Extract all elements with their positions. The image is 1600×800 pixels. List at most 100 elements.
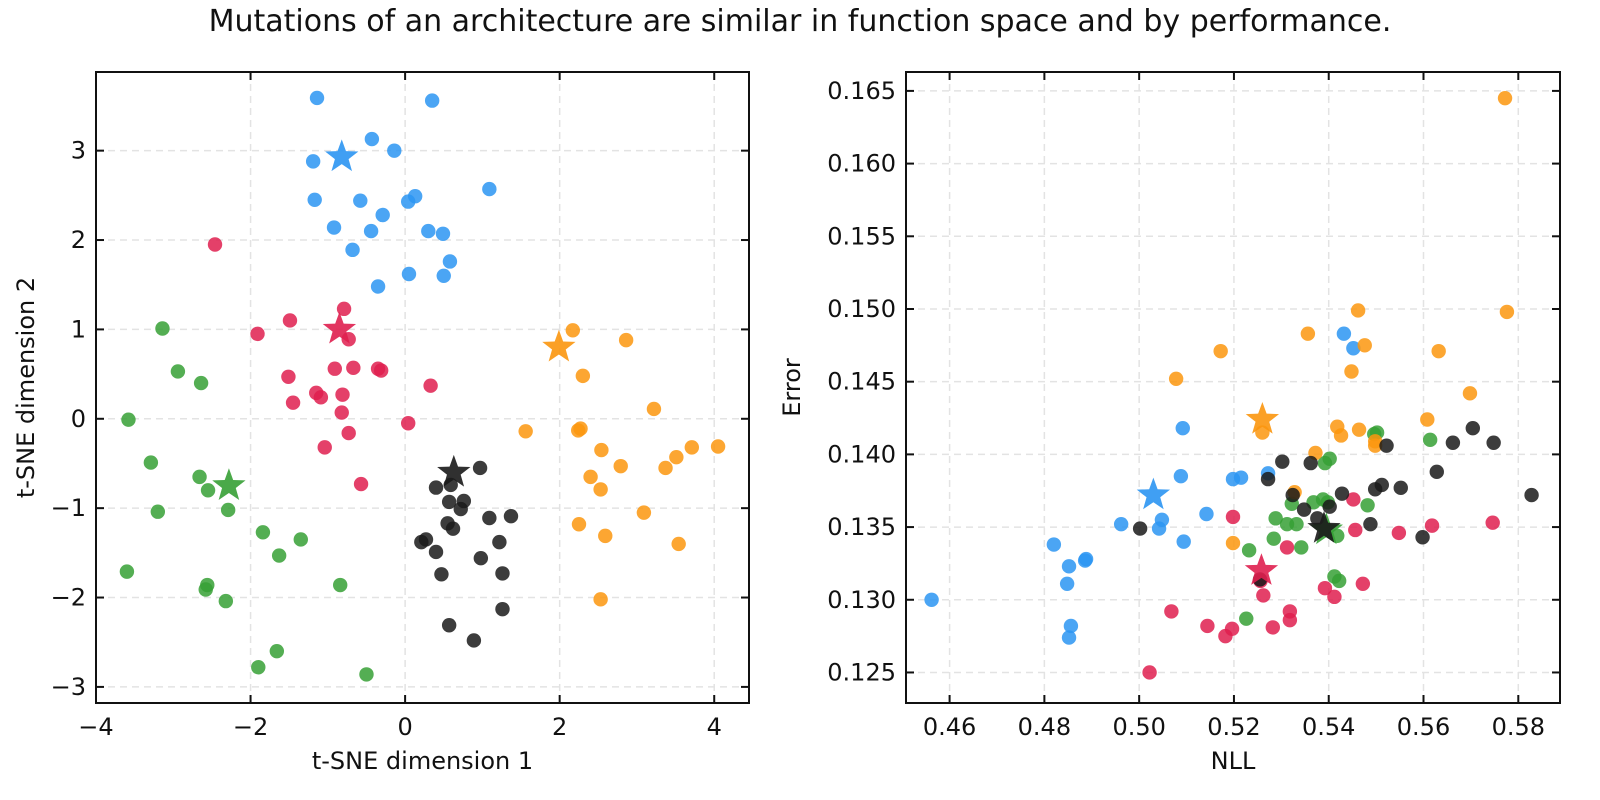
data-point-red — [1346, 492, 1361, 507]
data-point-orange — [1213, 343, 1228, 359]
data-point-black — [1429, 464, 1444, 480]
data-point-black — [445, 521, 461, 536]
data-point-red — [1391, 525, 1407, 541]
data-point-blue — [364, 131, 380, 147]
data-point-green — [119, 564, 135, 579]
data-point-orange — [593, 482, 608, 497]
data-point-red — [346, 360, 361, 376]
data-point-orange — [1225, 535, 1241, 551]
nll-x-axis-label: NLL — [1211, 747, 1256, 775]
data-point-red — [401, 416, 416, 431]
y-tick-label: 0.130 — [827, 586, 896, 614]
data-point-black — [492, 534, 507, 550]
data-point-orange — [684, 440, 700, 455]
y-tick-label: 2 — [71, 226, 86, 254]
figure-title: Mutations of an architecture are similar… — [209, 4, 1392, 39]
data-point-red — [282, 313, 298, 328]
data-point-red — [1279, 540, 1295, 555]
data-point-black — [428, 544, 444, 560]
data-point-orange — [583, 469, 598, 485]
data-point-green — [218, 593, 234, 609]
data-point-black — [434, 567, 449, 582]
data-point-blue — [375, 207, 390, 223]
y-tick-label: 0.150 — [827, 295, 896, 323]
data-point-blue — [436, 268, 451, 283]
tsne-scatter-plot: −4 −2 0 2 4 −3 −2 −1 0 1 2 3 t-SNE dimension 1 t-SN… — [12, 71, 750, 775]
data-point-black — [441, 494, 457, 510]
data-point-blue — [1154, 512, 1170, 528]
data-point-red — [285, 395, 301, 410]
data-point-red — [1348, 522, 1363, 538]
tsne-points — [119, 90, 726, 682]
data-point-orange — [1344, 364, 1359, 379]
data-point-black — [1363, 516, 1378, 532]
data-point-black — [418, 532, 434, 547]
y-tick-label: 0.165 — [827, 77, 896, 105]
data-point-black — [1334, 486, 1350, 501]
y-tick-label: 0.140 — [827, 440, 896, 468]
y-tick-label: 0.135 — [827, 513, 896, 541]
data-point-green — [269, 643, 285, 659]
data-point-blue — [424, 93, 440, 108]
data-point-black — [1374, 477, 1390, 493]
data-point-black — [1275, 454, 1290, 469]
data-point-green — [200, 483, 216, 498]
y-tick-label: 0.145 — [827, 368, 896, 396]
data-point-orange — [575, 368, 591, 384]
data-point-blue — [305, 154, 321, 169]
data-point-orange — [710, 439, 726, 454]
data-point-green — [359, 667, 374, 682]
data-point-green — [121, 412, 136, 427]
y-tick-label: 0 — [71, 405, 86, 433]
data-point-blue — [370, 279, 386, 294]
data-point-black — [1322, 499, 1337, 514]
data-point-green — [1239, 611, 1254, 626]
data-point-orange — [1420, 412, 1435, 427]
data-point-black — [1296, 502, 1312, 517]
data-point-orange — [636, 505, 652, 520]
star-marker-blue — [325, 139, 359, 172]
data-point-blue — [435, 226, 451, 241]
data-point-red — [1200, 618, 1215, 634]
data-point-black — [1260, 471, 1276, 487]
data-point-orange — [518, 424, 533, 439]
data-point-orange — [671, 536, 686, 552]
x-tick-label: 0 — [397, 713, 412, 741]
data-point-orange — [1497, 90, 1513, 106]
data-point-red — [423, 378, 438, 393]
data-point-blue — [1078, 551, 1094, 567]
data-point-red — [250, 326, 265, 342]
data-point-green — [271, 548, 287, 563]
data-point-blue — [1113, 516, 1129, 532]
data-point-orange — [618, 332, 634, 348]
data-point-red — [1265, 620, 1281, 635]
data-point-red — [335, 387, 350, 402]
data-point-orange — [1300, 326, 1316, 341]
data-point-black — [1465, 421, 1481, 436]
data-point-orange — [571, 517, 587, 532]
x-tick-label: 0.46 — [923, 713, 976, 741]
data-point-orange — [598, 528, 613, 544]
data-point-blue — [1061, 630, 1077, 645]
data-point-black — [466, 633, 482, 648]
data-point-blue — [353, 193, 368, 208]
data-point-green — [220, 502, 236, 518]
x-tick-label: 0.58 — [1492, 713, 1545, 741]
data-point-red — [1355, 576, 1371, 591]
data-point-blue — [1046, 537, 1062, 552]
data-point-blue — [1173, 468, 1189, 484]
data-point-orange — [565, 323, 581, 338]
data-point-orange — [1333, 428, 1349, 443]
data-point-orange — [573, 421, 588, 436]
data-point-blue — [1061, 559, 1077, 574]
data-point-blue — [1063, 618, 1079, 634]
data-point-green — [198, 582, 213, 597]
data-point-black — [482, 510, 497, 526]
data-point-red — [1164, 604, 1179, 619]
data-point-blue — [1336, 326, 1352, 341]
data-point-blue — [326, 220, 342, 235]
data-point-orange — [613, 458, 628, 474]
data-point-black — [1415, 530, 1430, 545]
data-point-orange — [1462, 386, 1478, 401]
